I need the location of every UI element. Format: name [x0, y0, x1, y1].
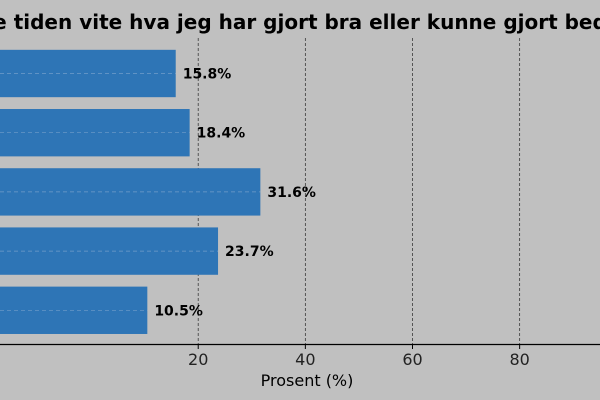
bar-value-label: 31.6%	[267, 185, 316, 201]
x-axis-ticks: 20 40 60 80	[188, 344, 530, 369]
bar-value-label: 10.5%	[154, 303, 203, 319]
bar-value-label: 23.7%	[225, 244, 274, 260]
x-tick-label: 40	[295, 350, 315, 369]
x-tick-label: 60	[402, 350, 422, 369]
bar-value-label: 18.4%	[197, 126, 246, 142]
chart-title: e tiden vite hva jeg har gjort bra eller…	[0, 10, 600, 34]
x-tick-label: 80	[509, 350, 529, 369]
bar	[0, 168, 261, 216]
value-labels: 15.8% 18.4% 31.6% 23.7% 10.5%	[154, 67, 316, 320]
x-tick-label: 20	[188, 350, 208, 369]
x-axis-title: Prosent (%)	[261, 371, 354, 390]
bar-value-label: 15.8%	[183, 67, 232, 83]
bars	[0, 49, 261, 334]
